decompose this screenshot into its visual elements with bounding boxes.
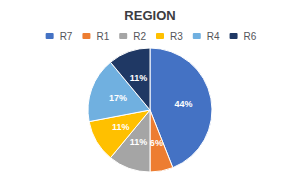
svg-text:REGION: REGION: [124, 8, 175, 23]
svg-text:R1: R1: [96, 31, 109, 42]
svg-text:44%: 44%: [174, 99, 192, 109]
svg-text:R6: R6: [244, 31, 257, 42]
svg-text:R3: R3: [170, 31, 183, 42]
svg-text:R7: R7: [60, 31, 73, 42]
svg-text:11%: 11%: [130, 73, 148, 83]
svg-text:11%: 11%: [130, 137, 148, 147]
svg-text:11%: 11%: [112, 122, 130, 132]
svg-text:R4: R4: [207, 31, 220, 42]
svg-text:17%: 17%: [109, 93, 127, 103]
svg-text:R2: R2: [133, 31, 146, 42]
svg-text:6%: 6%: [150, 138, 163, 148]
